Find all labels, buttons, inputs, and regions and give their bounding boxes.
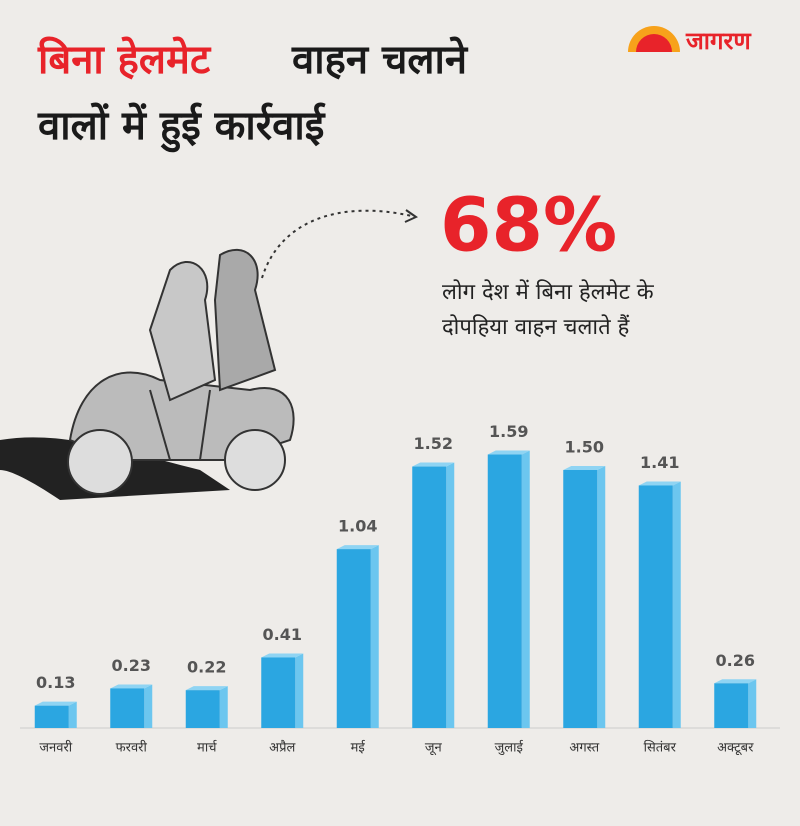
value-label: 1.41 [640,453,679,472]
value-label: 0.23 [112,656,151,675]
bar [336,549,371,728]
x-tick-label: मार्च [197,740,217,756]
value-label: 0.22 [187,658,226,677]
bar-top [185,686,228,691]
illustration [0,249,295,500]
title-line: वालों में हुई कार्रवाई [37,102,326,153]
value-label: 1.04 [338,517,377,536]
passenger [213,249,277,392]
bar-top [412,462,455,467]
bar-top [563,466,606,470]
bar-side [521,450,530,728]
x-tick-label: फरवरी [116,740,148,756]
value-label: 0.41 [263,625,302,644]
bar [110,688,145,728]
bar-side [295,653,304,728]
bar-side [144,684,153,728]
x-tick-label: जून [425,741,443,756]
bar-side [597,466,606,728]
bar-side [748,679,757,728]
bar-side [219,686,228,728]
bar [34,705,69,728]
arrow-head [404,209,419,223]
brand: जागरण [685,27,752,55]
bar-top [34,701,77,706]
bar [638,485,673,728]
bar-top [487,450,530,455]
bar [185,690,220,728]
value-label: 0.26 [716,651,755,670]
x-tick-label: अगस्त [569,741,599,756]
value-label: 1.52 [414,434,453,453]
bar [563,470,598,728]
logo-sun-inner [636,34,672,52]
bar [412,466,447,728]
front-wheel [67,429,133,495]
x-tick-label: अक्टूबर [717,741,754,756]
callout-text: दोपहिया वाहन चलाते हैं [442,314,630,340]
bar-top [261,653,304,658]
bar-side [370,545,379,728]
bar-top [714,679,757,684]
x-tick-label: अप्रैल [269,740,295,756]
callout-arrow [261,209,413,279]
value-label: 0.13 [36,673,75,692]
rear-wheel [224,429,286,491]
x-tick-label: जुलाई [495,740,524,756]
title-highlight: बिना हेलमेट [37,36,212,83]
legs [149,389,211,461]
x-tick-label: जनवरी [39,740,72,756]
bar [261,657,296,728]
bar-side [672,481,681,728]
x-tick-label: सितंबर [644,740,677,756]
bar-side [446,462,455,728]
value-label: 1.50 [565,438,604,457]
callout-figure: 68% [440,183,617,269]
bar-top [110,684,153,689]
bar-side [68,701,77,728]
bar [487,454,522,728]
bar-top [336,545,379,550]
bar-top [638,481,681,486]
bar [714,683,749,728]
value-label: 1.59 [489,422,528,441]
title-line: वाहन चलाने [291,36,469,83]
callout-text: लोग देश में बिना हेलमेट के [442,279,655,305]
x-tick-label: मई [351,740,366,756]
rider [148,260,217,402]
logo: जागरण [628,26,752,55]
